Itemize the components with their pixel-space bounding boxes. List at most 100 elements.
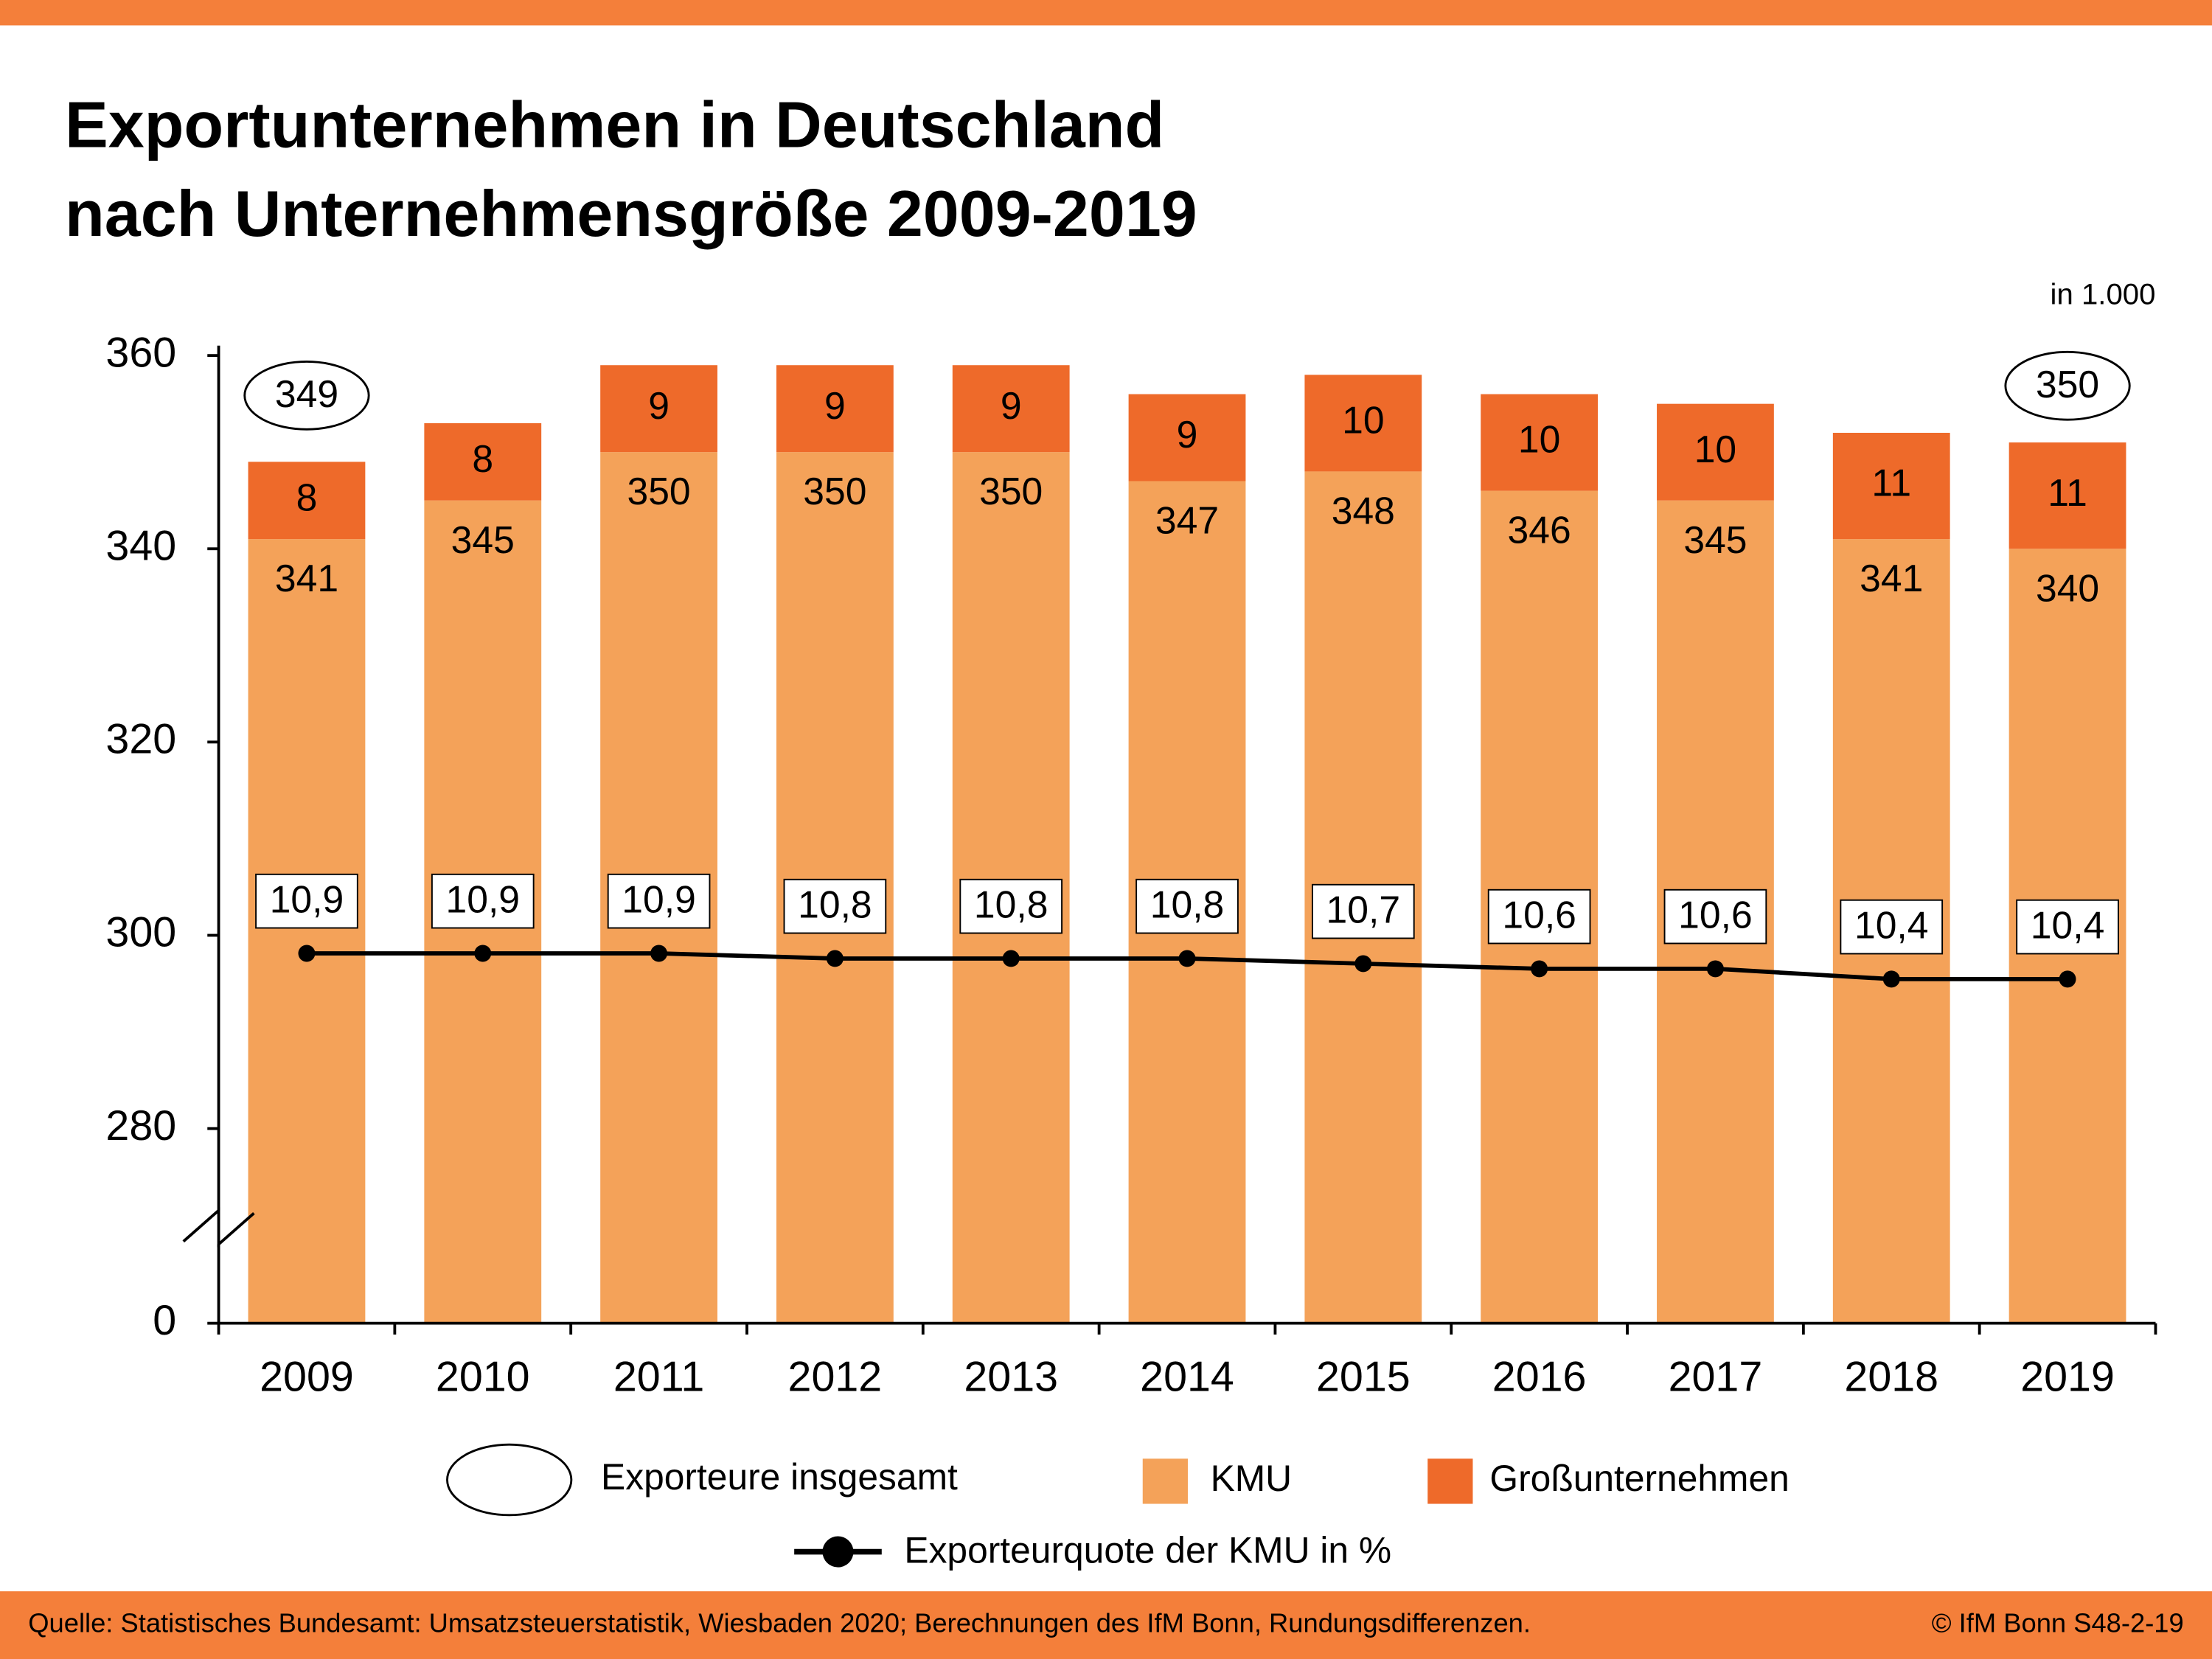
value-label: 9 [824,384,846,427]
y-tick-label: 300 [105,909,176,956]
bar-segment [248,462,366,540]
legend-label: Exporteurquote der KMU in % [904,1530,1391,1571]
bar-segment [600,365,717,453]
footer-copyright: © IfM Bonn S48-2-19 [1932,1608,2184,1638]
quota-point [1706,960,1724,978]
total-ellipse [2004,350,2131,421]
x-tick-label: 2013 [964,1353,1058,1400]
value-label: 345 [1683,518,1747,561]
value-label: 10,9 [446,878,521,921]
label-box [431,873,535,929]
quota-point [1002,950,1020,967]
quota-point [2059,970,2076,988]
value-label: 350 [803,470,866,512]
y-tick-label: 0 [153,1297,176,1344]
quota-point [1882,970,1900,988]
x-tick-label: 2011 [613,1353,704,1400]
quota-point [1531,960,1548,978]
value-label: 10 [1694,428,1736,470]
label-box [1135,878,1239,934]
bar-segment [2008,442,2126,549]
value-label: 11 [2048,471,2087,514]
bar-segment [1304,375,1422,472]
axis-break [182,1207,255,1248]
legend-label: KMU [1211,1458,1293,1499]
x-tick-label: 2018 [1844,1353,1938,1400]
quota-point [650,945,668,962]
value-label: 10,6 [1678,894,1753,936]
value-label: 345 [451,518,515,561]
quota-point [1354,955,1372,973]
chart-title: Exportunternehmen in Deutschland [65,88,1164,161]
label-box [1840,899,1944,955]
legend-swatch [1142,1458,1188,1504]
top-band [0,0,2212,26]
value-label: 341 [1860,557,1923,599]
label-box [783,878,887,934]
x-tick-label: 2017 [1669,1353,1763,1400]
bar-segment [1832,432,1950,540]
total-label: 350 [2036,363,2099,406]
chart-title: nach Unternehmensgröße 2009-2019 [65,177,1197,250]
legend: Exporteure insgesamt KMU Großunternehmen… [446,1443,1790,1571]
y-tick-label: 360 [105,329,176,376]
value-label: 340 [2036,566,2099,609]
total-ellipse [243,361,370,431]
label-box [1311,883,1415,939]
footer-band [0,1591,2212,1659]
legend-marker [822,1536,854,1568]
bar-segment [248,539,366,1324]
bar-segment [776,365,894,453]
quota-point [1178,950,1196,967]
quota-point [826,950,844,967]
value-label: 346 [1508,509,1571,552]
label-box [2016,899,2119,955]
value-label: 9 [648,384,669,427]
x-tick-label: 2014 [1140,1353,1234,1400]
value-label: 10,9 [622,878,696,921]
x-tick-label: 2012 [788,1353,883,1400]
label-box [959,878,1063,934]
value-label: 10,8 [974,883,1048,926]
value-label: 350 [979,470,1043,512]
x-tick-label: 2016 [1492,1353,1587,1400]
quota-point [474,945,492,962]
plot: 0 280 300 320 340 360 2009 341 8 349 2010 345 8 2011 3… [105,329,2157,1400]
value-label: 11 [1871,462,1911,504]
y-tick-label: 320 [105,716,176,763]
value-label: 350 [627,470,690,512]
quota-point [298,945,316,962]
x-tick-label: 2009 [260,1353,354,1400]
y-tick-label: 280 [105,1102,176,1150]
x-tick-label: 2010 [436,1353,530,1400]
value-label: 10,8 [798,883,872,926]
value-label: 10,9 [270,878,344,921]
label-box [1487,888,1591,945]
bar-segment [1481,394,1599,491]
bar-segment [1128,394,1246,481]
x-tick-label: 2019 [2020,1353,2115,1400]
bar-segment [1657,403,1774,501]
legend-label: Exporteure insgesamt [601,1456,958,1498]
value-label: 10,6 [1502,894,1576,936]
footer-source: Quelle: Statistisches Bundesamt: Umsatzs… [28,1608,1531,1638]
value-label: 9 [1001,384,1022,427]
legend-label: Großunternehmen [1489,1458,1789,1499]
value-label: 9 [1177,413,1198,456]
value-label: 8 [296,476,318,518]
value-label: 347 [1155,499,1219,542]
value-label: 8 [472,437,493,480]
bar-segment [952,365,1070,453]
label-box [607,873,711,929]
value-label: 10 [1342,399,1384,442]
label-box [255,873,358,929]
label-box [1663,888,1767,945]
value-label: 10,4 [1854,904,1929,947]
total-label: 349 [275,372,338,415]
value-label: 348 [1332,489,1395,532]
value-label: 10 [1518,418,1560,461]
unit-label: in 1.000 [2051,277,2156,310]
x-tick-label: 2015 [1316,1353,1411,1400]
value-label: 10,7 [1326,888,1401,931]
